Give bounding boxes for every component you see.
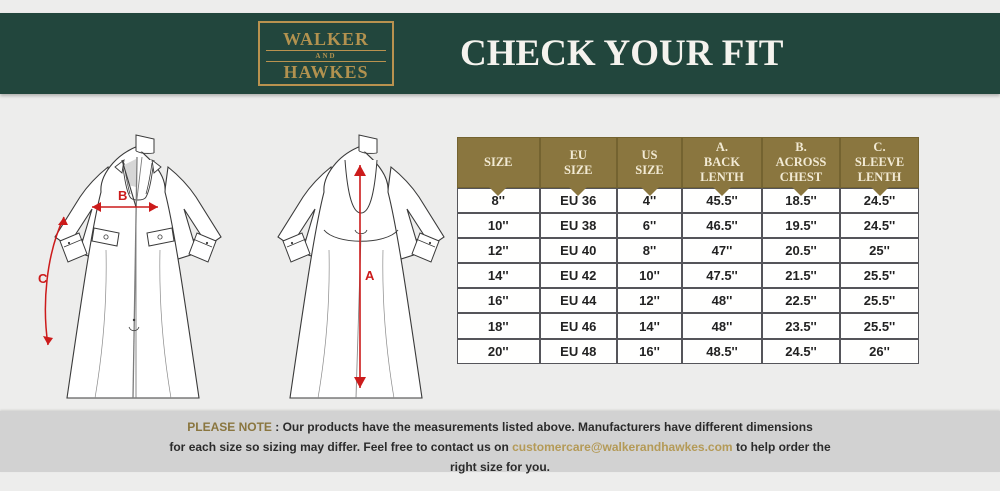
svg-text:C: C [38,271,48,286]
svg-text:A: A [365,268,375,283]
svg-text:B: B [118,188,127,203]
